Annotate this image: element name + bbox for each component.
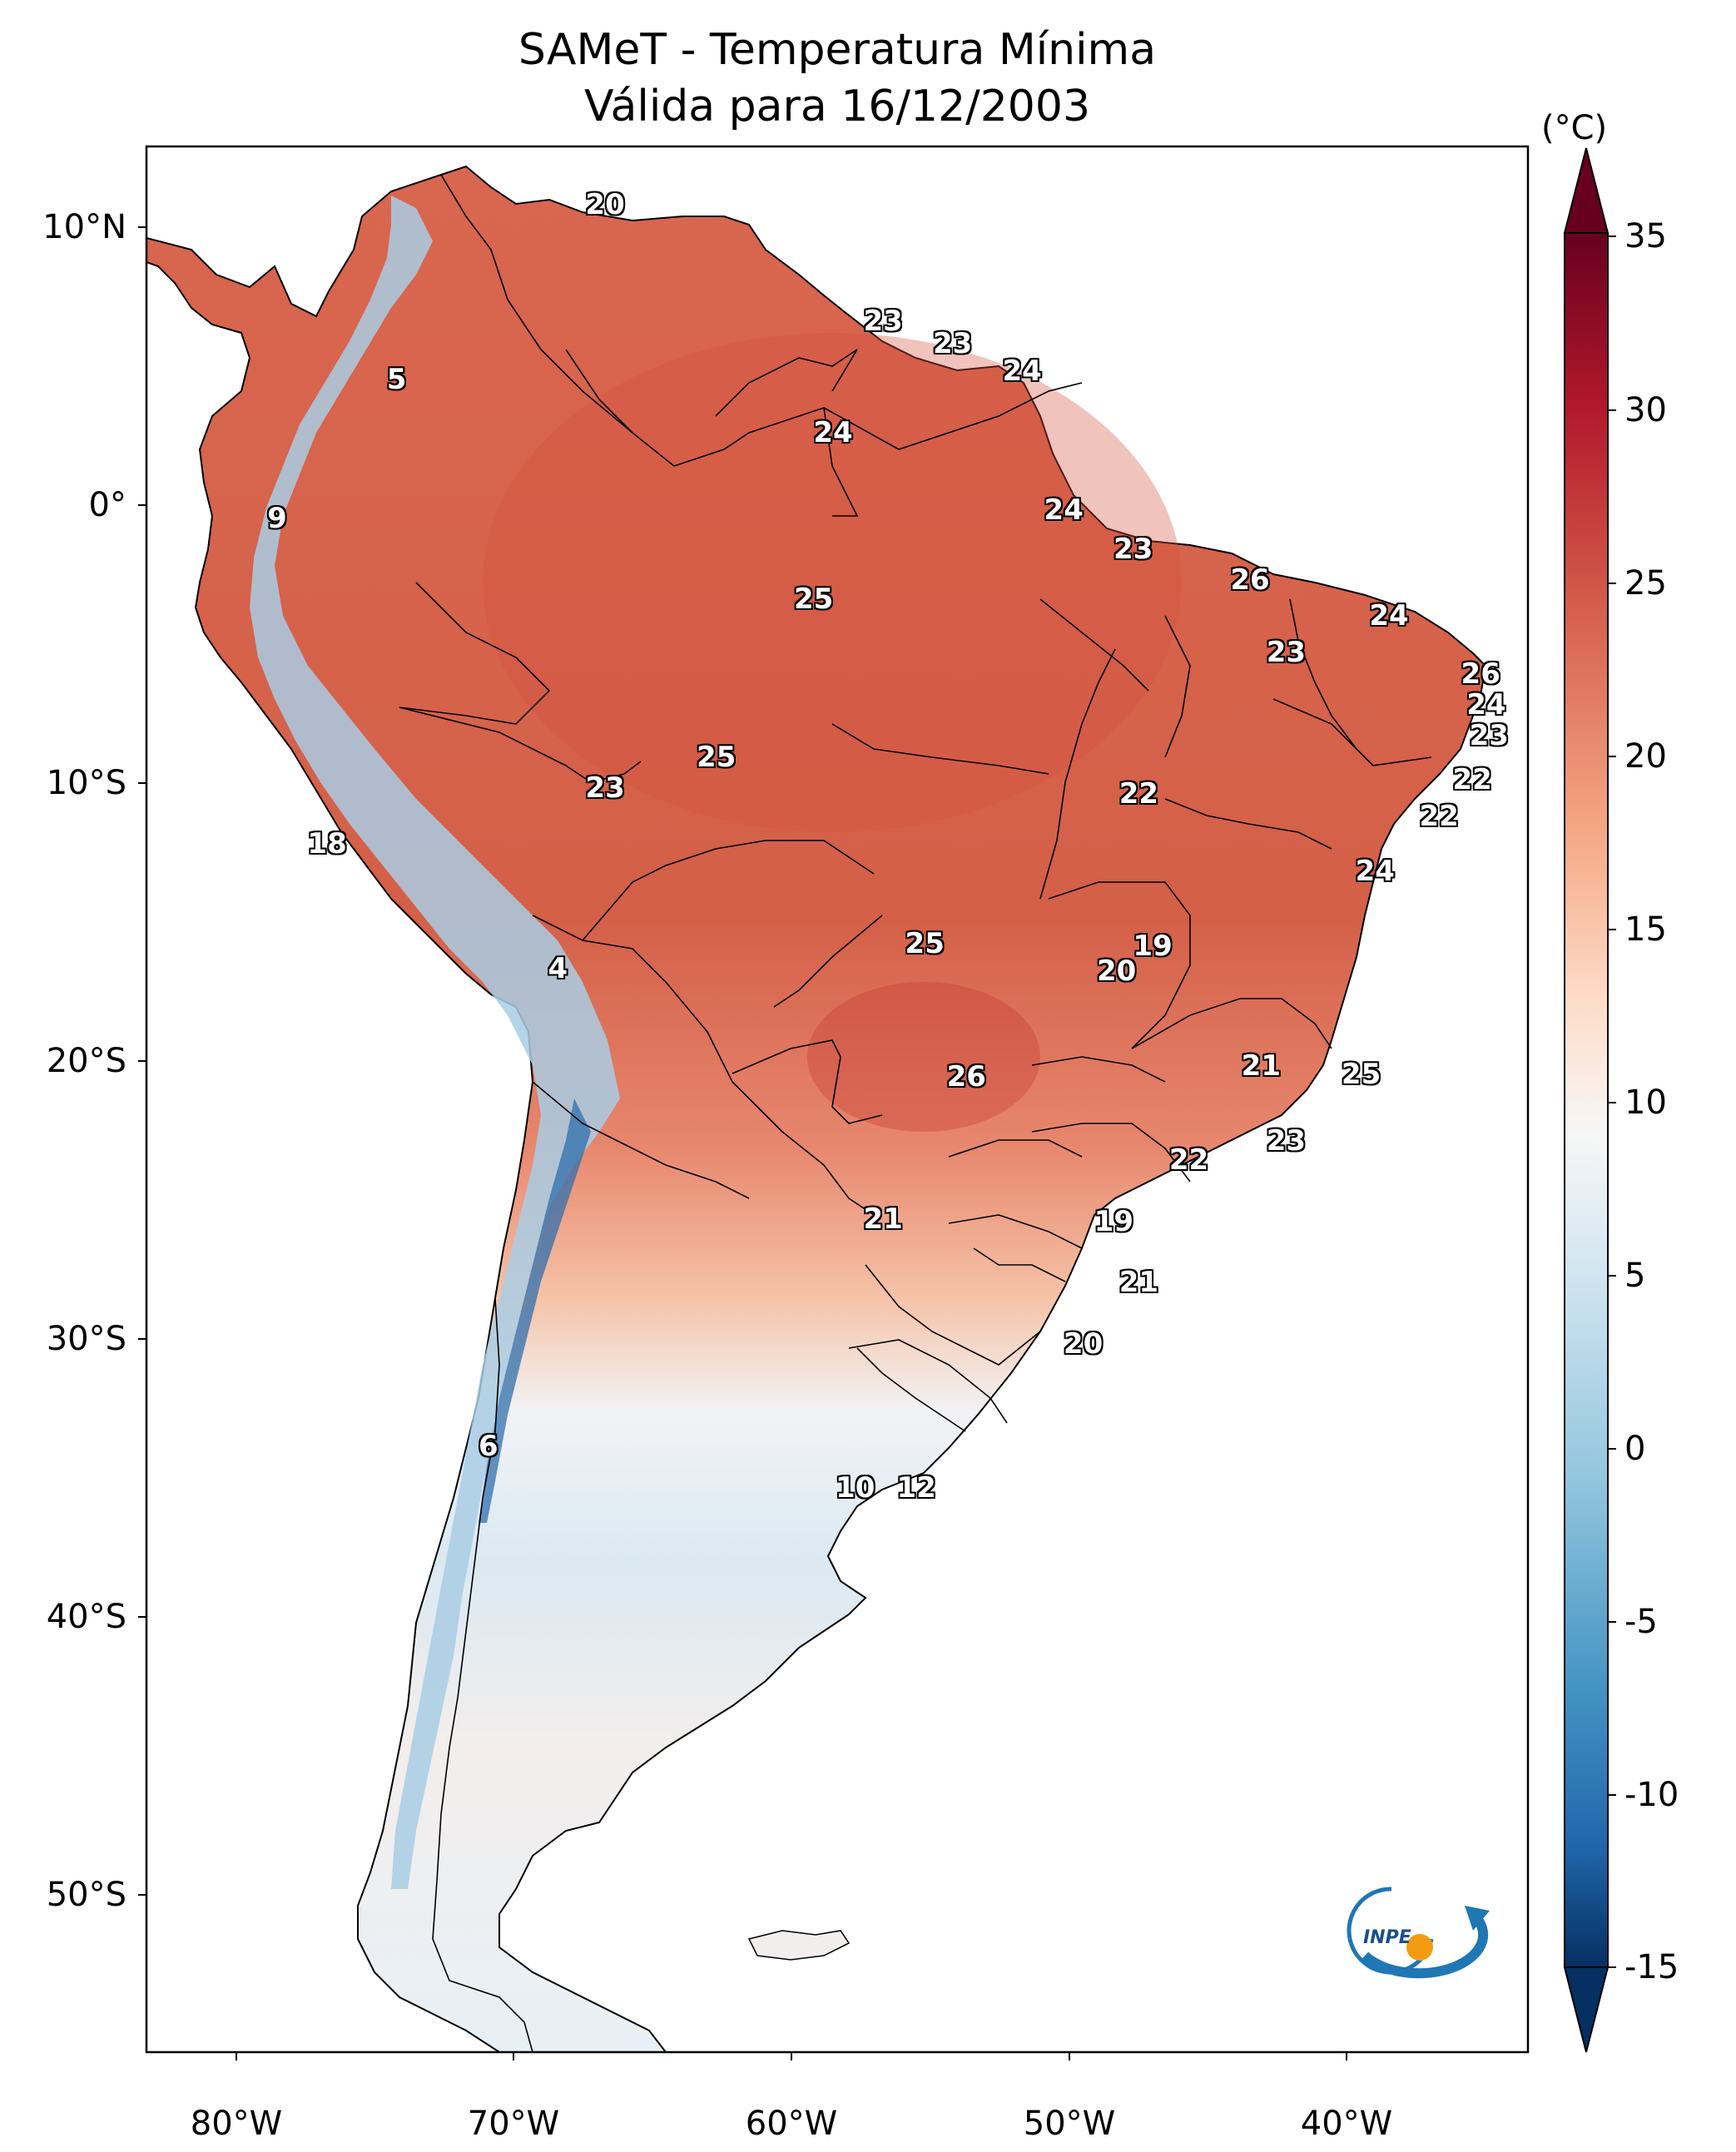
lat-tick-label: 20°S	[46, 1042, 126, 1080]
colorbar-bottom-triangle	[1563, 1966, 1610, 2053]
map-value-label: 25	[793, 583, 834, 617]
map-value-label: 23	[585, 771, 625, 806]
lat-tick-label: 0°	[88, 486, 126, 524]
map-value-label: 23	[863, 305, 903, 339]
map-value-label: 23	[1114, 533, 1153, 567]
map-value-label: 22	[1419, 799, 1459, 833]
map-value-label: 20	[1063, 1326, 1104, 1361]
map-value-label: 26	[946, 1060, 986, 1094]
colorbar-bar	[1564, 232, 1609, 1968]
map-value-label: 25	[697, 741, 737, 775]
map-value-label: 26	[1461, 657, 1500, 692]
lon-tick-label: 70°W	[467, 2105, 560, 2143]
colorbar-unit: (°C)	[1541, 109, 1608, 147]
map-value-label: 6	[478, 1430, 498, 1464]
lat-tick-label: 30°S	[46, 1320, 126, 1358]
map-value-label: 24	[1466, 687, 1506, 721]
map-value-label: 23	[1266, 635, 1307, 669]
colorbar-tick-label: 25	[1624, 564, 1667, 602]
colorbar-tick-label: -10	[1624, 1776, 1679, 1814]
lon-tick-label: 80°W	[190, 2105, 283, 2143]
lon-tick-label: 50°W	[1023, 2105, 1116, 2143]
map-value-label: 19	[1094, 1204, 1133, 1238]
colorbar-top-triangle	[1563, 147, 1610, 234]
map-value-label: 21	[1118, 1266, 1159, 1300]
map-value-label: 18	[307, 826, 347, 860]
map-value-label: 24	[1369, 599, 1409, 633]
warm-core-south	[807, 982, 1040, 1132]
map-value-label: 26	[1230, 563, 1270, 597]
map-border	[145, 145, 1530, 2054]
inpe-logo-text: INPE	[1363, 1927, 1411, 1948]
warm-core	[483, 333, 1182, 832]
map-value-label: 5	[386, 363, 407, 397]
colorbar-tick-label: 35	[1624, 217, 1667, 255]
map-value-label: 22	[1118, 776, 1159, 811]
map-value-label: 19	[1133, 930, 1173, 964]
colorbar	[1563, 147, 1616, 2053]
map-value-label: 4	[548, 952, 568, 986]
map-value-label: 24	[1002, 355, 1042, 389]
map-value-label: 24	[813, 415, 853, 449]
inpe-logo	[1347, 1887, 1490, 1979]
south-america-landmass	[146, 165, 1487, 2052]
colorbar-tick-label: -5	[1624, 1603, 1658, 1641]
lat-tick-label: 50°S	[46, 1876, 126, 1914]
map-value-label: 23	[1469, 718, 1509, 752]
colorbar-tick-label: 30	[1624, 391, 1667, 429]
map-value-label: 20	[1097, 955, 1137, 989]
lon-tick-label: 40°W	[1300, 2105, 1393, 2143]
colorbar-tick-label: 10	[1624, 1083, 1667, 1122]
map-value-label: 25	[1341, 1057, 1381, 1091]
colorbar-tick-label: 20	[1624, 737, 1667, 776]
map-value-label: 10	[836, 1471, 875, 1505]
lat-tick-label: 10°S	[46, 764, 126, 802]
map-value-label: 23	[932, 327, 973, 360]
map-value-label: 12	[896, 1471, 936, 1505]
colorbar-tick-label: 15	[1624, 910, 1667, 949]
lat-tick-label: 40°S	[46, 1598, 126, 1636]
lon-tick-label: 60°W	[745, 2105, 838, 2143]
andes-cold-region	[250, 196, 620, 1889]
map-value-label: 25	[905, 927, 945, 961]
map-subtitle: Válida para 16/12/2003	[583, 82, 1091, 131]
axis-tick-marks	[138, 226, 1347, 2060]
colorbar-tick-label: 0	[1624, 1430, 1646, 1468]
colorbar-tick-label: 5	[1624, 1257, 1646, 1295]
map-value-label: 21	[1241, 1049, 1282, 1083]
lat-tick-label: 10°N	[42, 208, 126, 246]
country-borders	[399, 174, 1432, 2052]
colorbar-tick-label: -15	[1624, 1948, 1679, 1986]
map-value-label: 21	[863, 1202, 903, 1236]
falkland-islands	[747, 1930, 851, 1961]
map-value-label: 20	[585, 188, 625, 222]
map-value-label: 22	[1168, 1143, 1209, 1178]
andes-deep-cold	[479, 1098, 591, 1523]
map-value-label: 23	[1266, 1124, 1307, 1158]
map-title: SAMeT - Temperatura Mínima	[518, 25, 1157, 75]
map-value-label: 22	[1452, 763, 1492, 797]
map-value-label: 24	[1044, 493, 1084, 528]
map-value-label: 24	[1355, 855, 1395, 889]
map-value-label: 9	[267, 502, 287, 536]
